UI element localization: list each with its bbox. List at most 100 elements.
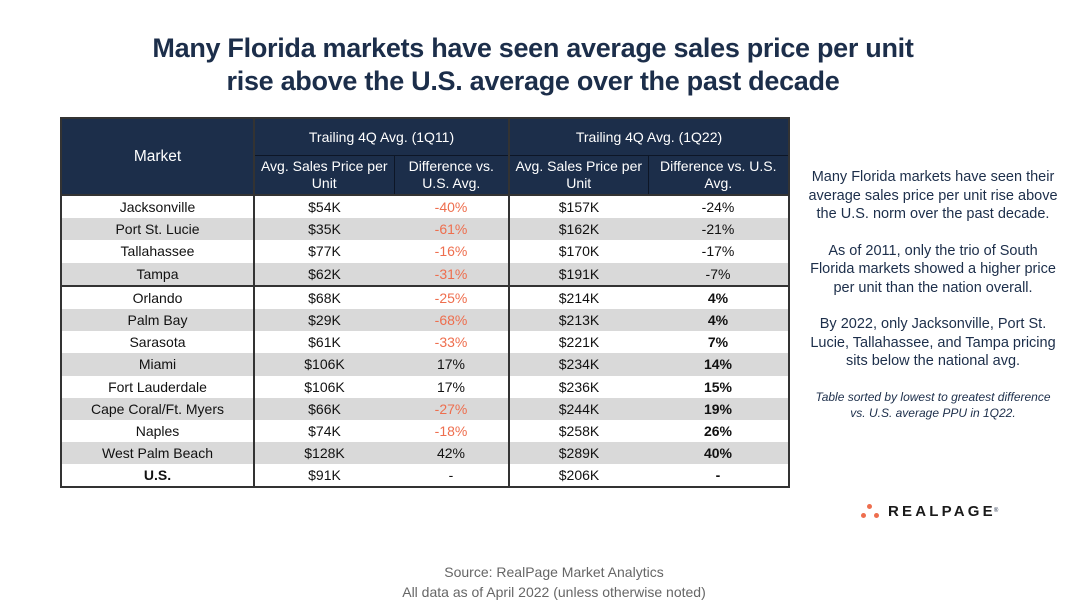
price-1q11-cell: $74K: [308, 422, 341, 439]
market-cell: Port St. Lucie: [60, 218, 255, 241]
diff-1q22-cell: -21%: [648, 218, 791, 241]
diff-1q11-cell: 17%: [394, 375, 510, 398]
price-1q22-cell: $258K: [558, 422, 600, 439]
asof-line: All data as of April 2022 (unless otherw…: [402, 584, 706, 600]
table-row: Port St. Lucie $35K -61% $162K -21%: [60, 218, 791, 241]
diff-1q11-cell: -31%: [394, 262, 510, 286]
market-cell: Cape Coral/Ft. Myers: [60, 397, 255, 420]
market-cell: Tallahassee: [60, 240, 255, 263]
diff-1q22-cell: 4%: [648, 308, 791, 332]
diff-1q11-cell: -40%: [394, 195, 510, 219]
table-row: Tampa $62K -31% $191K -7%: [60, 262, 791, 286]
diff-1q11-cell: 17%: [394, 353, 510, 376]
header-diff-1q11: Difference vs. U.S. Avg.: [394, 155, 510, 196]
diff-1q22-cell: 15%: [648, 375, 791, 398]
table-row: Jacksonville $54K -40% $157K -24%: [60, 195, 791, 219]
title-line-1: Many Florida markets have seen average s…: [152, 33, 914, 63]
table-row: Orlando $68K -25% $214K 4%: [60, 284, 791, 309]
table-row: Palm Bay $29K -68% $213K 4%: [60, 308, 791, 332]
diff-1q22-cell: -24%: [648, 195, 791, 219]
header-group-1q11: Trailing 4Q Avg. (1Q11): [253, 117, 510, 156]
table-row: Tallahassee $77K -16% $170K -17%: [60, 240, 791, 263]
page-title: Many Florida markets have seen average s…: [0, 32, 1066, 98]
realpage-logo: REALPAGE ®: [860, 500, 998, 522]
price-1q11-cell: $66K: [254, 397, 394, 420]
price-1q22-cell: $221K: [558, 334, 600, 351]
market-cell: Sarasota: [60, 331, 255, 354]
sort-note: Table sorted by lowest to greatest diffe…: [815, 389, 1051, 420]
diff-1q22-cell: 26%: [648, 419, 791, 443]
market-price-table: Market Trailing 4Q Avg. (1Q11) Trailing …: [60, 117, 791, 489]
header-price-1q11: Avg. Sales Price per Unit: [253, 155, 395, 196]
diff-1q11-cell: -61%: [394, 218, 510, 241]
title-line-2: rise above the U.S. average over the pas…: [226, 66, 840, 96]
table-body: Jacksonville $54K -40% $157K -24% Port St. Lu…: [60, 195, 791, 489]
table-row: West Palm Beach $128K 42% $289K 40%: [60, 442, 791, 465]
market-cell: Fort Lauderdale: [60, 375, 255, 398]
registered-mark: ®: [993, 508, 999, 514]
price-1q22-cell: $157K: [558, 199, 600, 216]
header-group-1q22: Trailing 4Q Avg. (1Q22): [507, 117, 791, 156]
price-1q11-cell: $62K: [254, 262, 394, 286]
market-cell: Jacksonville: [60, 195, 255, 219]
source-line: Source: RealPage Market Analytics: [444, 564, 664, 580]
price-1q11-cell: $29K: [254, 308, 394, 332]
diff-1q11-cell: -18%: [394, 419, 510, 443]
table-row: Sarasota $61K -33% $221K 7%: [60, 331, 791, 354]
diff-1q11-cell: -16%: [394, 240, 510, 263]
diff-1q22-cell: -: [648, 464, 791, 489]
diff-1q22-cell: 7%: [648, 331, 791, 354]
diff-1q11-cell: 42%: [394, 442, 510, 465]
commentary-paragraph-3: By 2022, only Jacksonville, Port St. Luc…: [810, 316, 1056, 369]
diff-1q22-cell: -17%: [648, 240, 791, 263]
diff-1q11-cell: -25%: [394, 284, 510, 309]
price-1q11-cell: $106K: [304, 378, 345, 395]
price-1q22-cell: $206K: [509, 464, 648, 489]
price-1q22-cell: $170K: [558, 243, 600, 260]
realpage-dots-icon: [860, 502, 882, 520]
price-1q22-cell: $289K: [509, 442, 648, 465]
market-cell: Palm Bay: [60, 308, 255, 332]
price-1q11-cell: $35K: [254, 218, 394, 241]
price-1q22-cell: $236K: [558, 378, 600, 395]
header-market: Market: [60, 117, 255, 196]
market-cell: Miami: [60, 353, 255, 376]
table-row: Naples $74K -18% $258K 26%: [60, 419, 791, 443]
header-diff-1q22: Difference vs. U.S. Avg.: [648, 155, 791, 196]
price-1q11-cell: $61K: [308, 334, 341, 351]
diff-1q22-cell: 19%: [648, 397, 791, 420]
price-1q22-cell: $244K: [509, 397, 648, 420]
market-cell: Orlando: [60, 284, 255, 309]
market-cell: Naples: [60, 419, 255, 443]
price-1q22-cell: $162K: [509, 218, 648, 241]
commentary-paragraph-2: As of 2011, only the trio of South Flori…: [810, 242, 1056, 296]
market-cell: West Palm Beach: [60, 442, 255, 465]
diff-1q11-cell: -: [394, 464, 510, 489]
table-row: Miami $106K 17% $234K 14%: [60, 353, 791, 376]
diff-1q22-cell: -7%: [648, 262, 791, 286]
price-1q22-cell: $191K: [509, 262, 648, 286]
price-1q11-cell: $128K: [254, 442, 394, 465]
table-row: Cape Coral/Ft. Myers $66K -27% $244K 19%: [60, 397, 791, 420]
diff-1q22-cell: 4%: [648, 284, 791, 309]
diff-1q11-cell: -27%: [394, 397, 510, 420]
table-row: Fort Lauderdale $106K 17% $236K 15%: [60, 375, 791, 398]
table-row: U.S. $91K - $206K -: [60, 464, 791, 489]
price-1q11-cell: $91K: [254, 464, 394, 489]
market-cell: U.S.: [60, 464, 255, 489]
price-1q22-cell: $234K: [509, 353, 648, 376]
price-1q11-cell: $77K: [308, 243, 341, 260]
footer-source: Source: RealPage Market Analytics All da…: [0, 562, 1066, 602]
diff-1q11-cell: -33%: [394, 331, 510, 354]
price-1q11-cell: $54K: [308, 199, 341, 216]
commentary-paragraph-1: Many Florida markets have seen their ave…: [808, 169, 1058, 222]
price-1q11-cell: $106K: [254, 353, 394, 376]
price-1q22-cell: $214K: [509, 284, 648, 309]
diff-1q22-cell: 14%: [648, 353, 791, 376]
logo-wordmark: REALPAGE: [888, 502, 996, 520]
diff-1q22-cell: 40%: [648, 442, 791, 465]
diff-1q11-cell: -68%: [394, 308, 510, 332]
market-cell: Tampa: [60, 262, 255, 286]
price-1q22-cell: $213K: [509, 308, 648, 332]
sidebar-commentary: Many Florida markets have seen their ave…: [808, 168, 1058, 439]
